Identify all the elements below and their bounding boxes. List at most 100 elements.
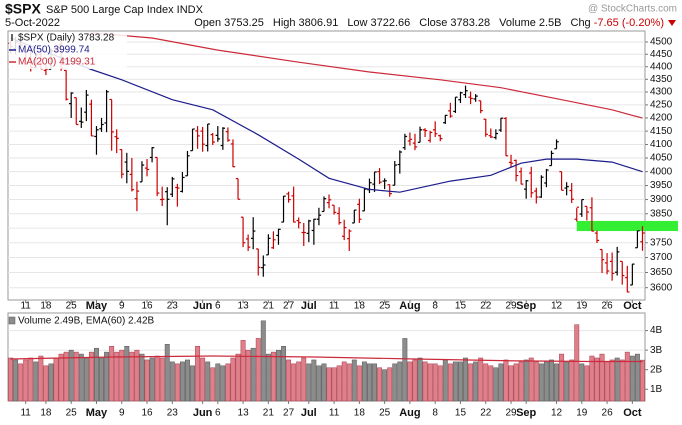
volume-bar <box>154 355 160 402</box>
x-tick-label: 29 <box>505 408 517 419</box>
x-tick-label: 19 <box>576 301 588 312</box>
volume-bar <box>255 338 261 402</box>
volume-bar <box>58 353 64 402</box>
moving-average-line <box>10 37 643 193</box>
x-tick-label: 15 <box>455 301 467 312</box>
volume-bar <box>498 363 504 402</box>
stat-value: 3783.28 <box>450 17 490 29</box>
volume-bar <box>346 363 352 402</box>
volume-bar <box>134 349 140 402</box>
volume-bar <box>190 365 195 402</box>
x-tick-label: Jul <box>301 300 317 312</box>
volume-bar <box>296 361 302 402</box>
volume-bar <box>427 363 433 402</box>
stat-label: Chg <box>571 17 591 29</box>
volume-bar <box>528 357 534 402</box>
x-tick-label: 27 <box>283 408 295 419</box>
volume-bar <box>33 361 39 402</box>
volume-bar <box>473 361 479 402</box>
y-tick-label: 1B <box>650 384 663 395</box>
volume-bar <box>73 351 79 402</box>
volume-bar <box>159 357 165 402</box>
y-tick-label: 4100 <box>650 139 673 150</box>
volume-bar <box>8 357 13 402</box>
x-tick-label: 11 <box>20 301 31 312</box>
volume-bar <box>468 363 474 402</box>
x-tick-label: Oct <box>623 407 642 419</box>
volume-bar <box>78 353 84 402</box>
x-tick-label: 16 <box>141 301 153 312</box>
volume-bar <box>488 365 494 402</box>
x-tick-label: 21 <box>263 301 275 312</box>
x-tick-label: 26 <box>602 408 614 419</box>
y-tick-label: 4400 <box>650 61 673 72</box>
volume-bar <box>483 363 489 402</box>
volume-bar <box>463 357 468 402</box>
stat-value: -7.65 (-0.20%) <box>594 17 664 29</box>
volume-bar <box>412 359 418 402</box>
volume-bar <box>235 353 241 402</box>
volume-bar <box>624 351 630 402</box>
volume-bar <box>609 359 615 402</box>
volume-bar <box>493 367 499 402</box>
volume-bar <box>533 361 539 402</box>
volume-bar <box>169 361 175 402</box>
volume-bar <box>341 361 347 402</box>
symbol-description: S&P 500 Large Cap Index INDX <box>46 4 204 16</box>
stats: Open 3753.25 High 3806.91 Low 3722.66 Close 378… <box>194 17 664 29</box>
volume-bar <box>99 357 104 402</box>
volume-bar <box>276 349 281 402</box>
x-tick-label: May <box>86 407 108 419</box>
volume-bar <box>149 357 155 402</box>
x-tick-label: 6 <box>215 301 221 312</box>
volume-bar <box>316 365 322 402</box>
x-tick-label: 23 <box>167 301 179 312</box>
volume-bar <box>397 361 403 402</box>
y-tick-label: 4350 <box>650 74 673 85</box>
volume-bar <box>23 359 29 402</box>
y-tick-label: 3650 <box>650 267 673 278</box>
volume-bar <box>372 363 377 402</box>
x-tick-label: 12 <box>551 408 563 419</box>
volume-bar <box>387 367 393 402</box>
y-tick-label: 4200 <box>650 113 673 124</box>
volume-bar <box>301 357 307 402</box>
y-tick-label: 4050 <box>650 153 673 164</box>
x-tick-label: 19 <box>576 408 588 419</box>
volume-bar <box>179 361 185 402</box>
highlight-band <box>576 220 678 232</box>
x-tick-label: 18 <box>40 301 52 312</box>
volume-bar <box>432 363 438 402</box>
volume-bar <box>614 357 620 402</box>
volume-bar <box>185 359 190 402</box>
volume-bar <box>286 359 292 402</box>
volume-bar <box>538 363 544 402</box>
x-tick-label: 22 <box>480 408 492 419</box>
y-tick-label: 4500 <box>650 37 673 48</box>
volume-bar <box>584 365 590 402</box>
volume-bar <box>629 355 635 402</box>
volume-bar <box>109 345 115 402</box>
volume-bar <box>53 357 59 402</box>
volume-bar <box>326 367 332 402</box>
x-tick-label: 18 <box>40 408 52 419</box>
volume-bar <box>306 363 312 402</box>
volume-bar <box>508 365 514 402</box>
volume-bar <box>260 320 266 402</box>
volume-bar <box>367 363 372 402</box>
legend-entry: $SPX (Daily) 3783.28 <box>18 33 115 44</box>
y-tick-label: 3900 <box>650 194 673 205</box>
volume-bar <box>200 357 206 402</box>
y-tick-label: 4300 <box>650 87 673 98</box>
volume-bar <box>281 345 286 402</box>
volume-bar <box>518 361 524 402</box>
x-tick-label: 15 <box>455 408 467 419</box>
volume-bar <box>422 361 428 402</box>
volume-bar <box>129 351 135 402</box>
y-tick-label: 4250 <box>650 100 673 111</box>
x-tick-label: May <box>86 300 108 312</box>
volume-bar <box>210 367 216 402</box>
volume-bar <box>321 363 327 402</box>
x-tick-label: 25 <box>66 408 78 419</box>
volume-bar <box>68 349 74 402</box>
